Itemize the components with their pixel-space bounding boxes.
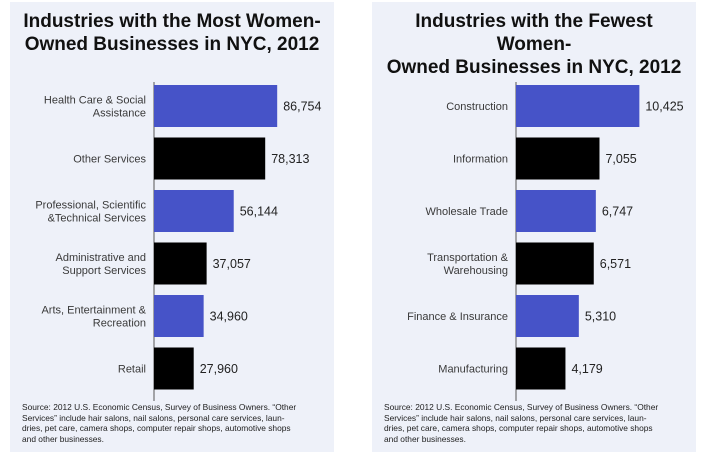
source-note-line: and other businesses. xyxy=(384,433,466,444)
data-label: 5,310 xyxy=(585,310,616,324)
category-label-line: Arts, Entertainment & xyxy=(41,305,146,317)
bar xyxy=(154,242,207,285)
category-label-line: Support Services xyxy=(62,265,146,277)
data-label: 86,754 xyxy=(283,100,321,114)
data-label: 6,571 xyxy=(600,257,631,271)
category-label-line: &Technical Services xyxy=(48,213,147,225)
chart-title-line-2: Owned Businesses in NYC, 2012 xyxy=(24,34,320,55)
chart-title-line-1: Industries with the Fewest Women- xyxy=(415,11,653,55)
bar xyxy=(516,347,566,390)
data-label: 56,144 xyxy=(240,205,278,219)
category-label: Retail xyxy=(118,364,146,376)
category-label: Transportation & Warehousing xyxy=(427,252,509,277)
chart-title-line-1: Industries with the Most Women- xyxy=(23,11,321,32)
category-label-line: Finance & Insurance xyxy=(407,311,508,323)
category-label-line: Assistance xyxy=(93,108,146,120)
category-label: Manufacturing xyxy=(438,364,508,376)
category-label: Arts, Entertainment & Recreation xyxy=(41,305,146,330)
bar xyxy=(154,137,266,180)
category-label-line: Professional, Scientific xyxy=(35,200,146,212)
bar xyxy=(154,295,204,337)
data-label: 7,055 xyxy=(605,152,636,166)
category-label: Administrative and Support Services xyxy=(56,252,147,277)
category-label-line: Transportation & xyxy=(427,252,509,264)
category-label: Construction xyxy=(446,101,508,113)
category-label: Other Services xyxy=(73,154,146,166)
category-label: Professional, Scientific &Technical Servi… xyxy=(35,200,146,225)
category-label: Health Care & Social Assistance xyxy=(44,95,146,120)
data-label: 4,179 xyxy=(571,362,602,376)
data-label: 34,960 xyxy=(210,310,248,324)
bar-chart-fewest: 10,425 Construction 7,055 Information 6,747 W… xyxy=(407,82,684,401)
source-note: Source: 2012 U.S. Economic Census, Surve… xyxy=(384,402,686,444)
data-label: 10,425 xyxy=(645,100,683,114)
category-label-line: Health Care & Social xyxy=(44,95,146,107)
bar xyxy=(516,295,579,337)
source-note-line: Source: 2012 U.S. Economic Census, Surve… xyxy=(22,402,297,412)
category-label-line: Manufacturing xyxy=(438,364,508,376)
category-label: Wholesale Trade xyxy=(425,206,508,218)
bar-chart-most: 86,754 Health Care & Social Assistance 78,3… xyxy=(35,82,321,401)
data-label: 78,313 xyxy=(271,152,309,166)
data-label: 6,747 xyxy=(602,205,633,219)
category-label: Finance & Insurance xyxy=(407,311,508,323)
category-label-line: Other Services xyxy=(73,154,146,166)
bar xyxy=(154,347,194,390)
category-label-line: Wholesale Trade xyxy=(425,206,508,218)
source-note: Source: 2012 U.S. Economic Census, Surve… xyxy=(22,402,324,444)
source-note-line: Services” include hair salons, nail salo… xyxy=(384,412,647,423)
category-label-line: Construction xyxy=(446,101,508,113)
category-label-line: Information xyxy=(453,154,508,166)
chart-panel-most: Industries with the Most Women- Owned Bu… xyxy=(10,2,334,452)
bar xyxy=(154,190,234,232)
chart-panel-fewest: Industries with the Fewest Women- Owned … xyxy=(372,2,696,452)
category-label-line: Recreation xyxy=(93,318,146,330)
bar xyxy=(516,190,596,232)
source-note-line: and other businesses. xyxy=(22,433,104,444)
chart-title: Industries with the Fewest Women- Owned … xyxy=(372,10,696,79)
bar xyxy=(516,137,600,180)
category-label-line: Retail xyxy=(118,364,146,376)
source-note-line: Services” include hair salons, nail salo… xyxy=(22,412,285,423)
data-label: 27,960 xyxy=(200,362,238,376)
source-note-line: dries, pet care, camera shops, computer … xyxy=(22,423,291,434)
category-label: Information xyxy=(453,154,508,166)
bar xyxy=(516,242,594,285)
source-note-line: Source: 2012 U.S. Economic Census, Surve… xyxy=(384,402,659,412)
category-label-line: Warehousing xyxy=(444,265,508,277)
source-note-line: dries, pet care, camera shops, computer … xyxy=(384,423,653,434)
category-label-line: Administrative and xyxy=(56,252,147,264)
chart-title: Industries with the Most Women- Owned Bu… xyxy=(10,10,334,56)
bar xyxy=(154,85,278,127)
bar xyxy=(516,85,640,127)
data-label: 37,057 xyxy=(213,257,251,271)
chart-title-line-2: Owned Businesses in NYC, 2012 xyxy=(386,57,682,78)
